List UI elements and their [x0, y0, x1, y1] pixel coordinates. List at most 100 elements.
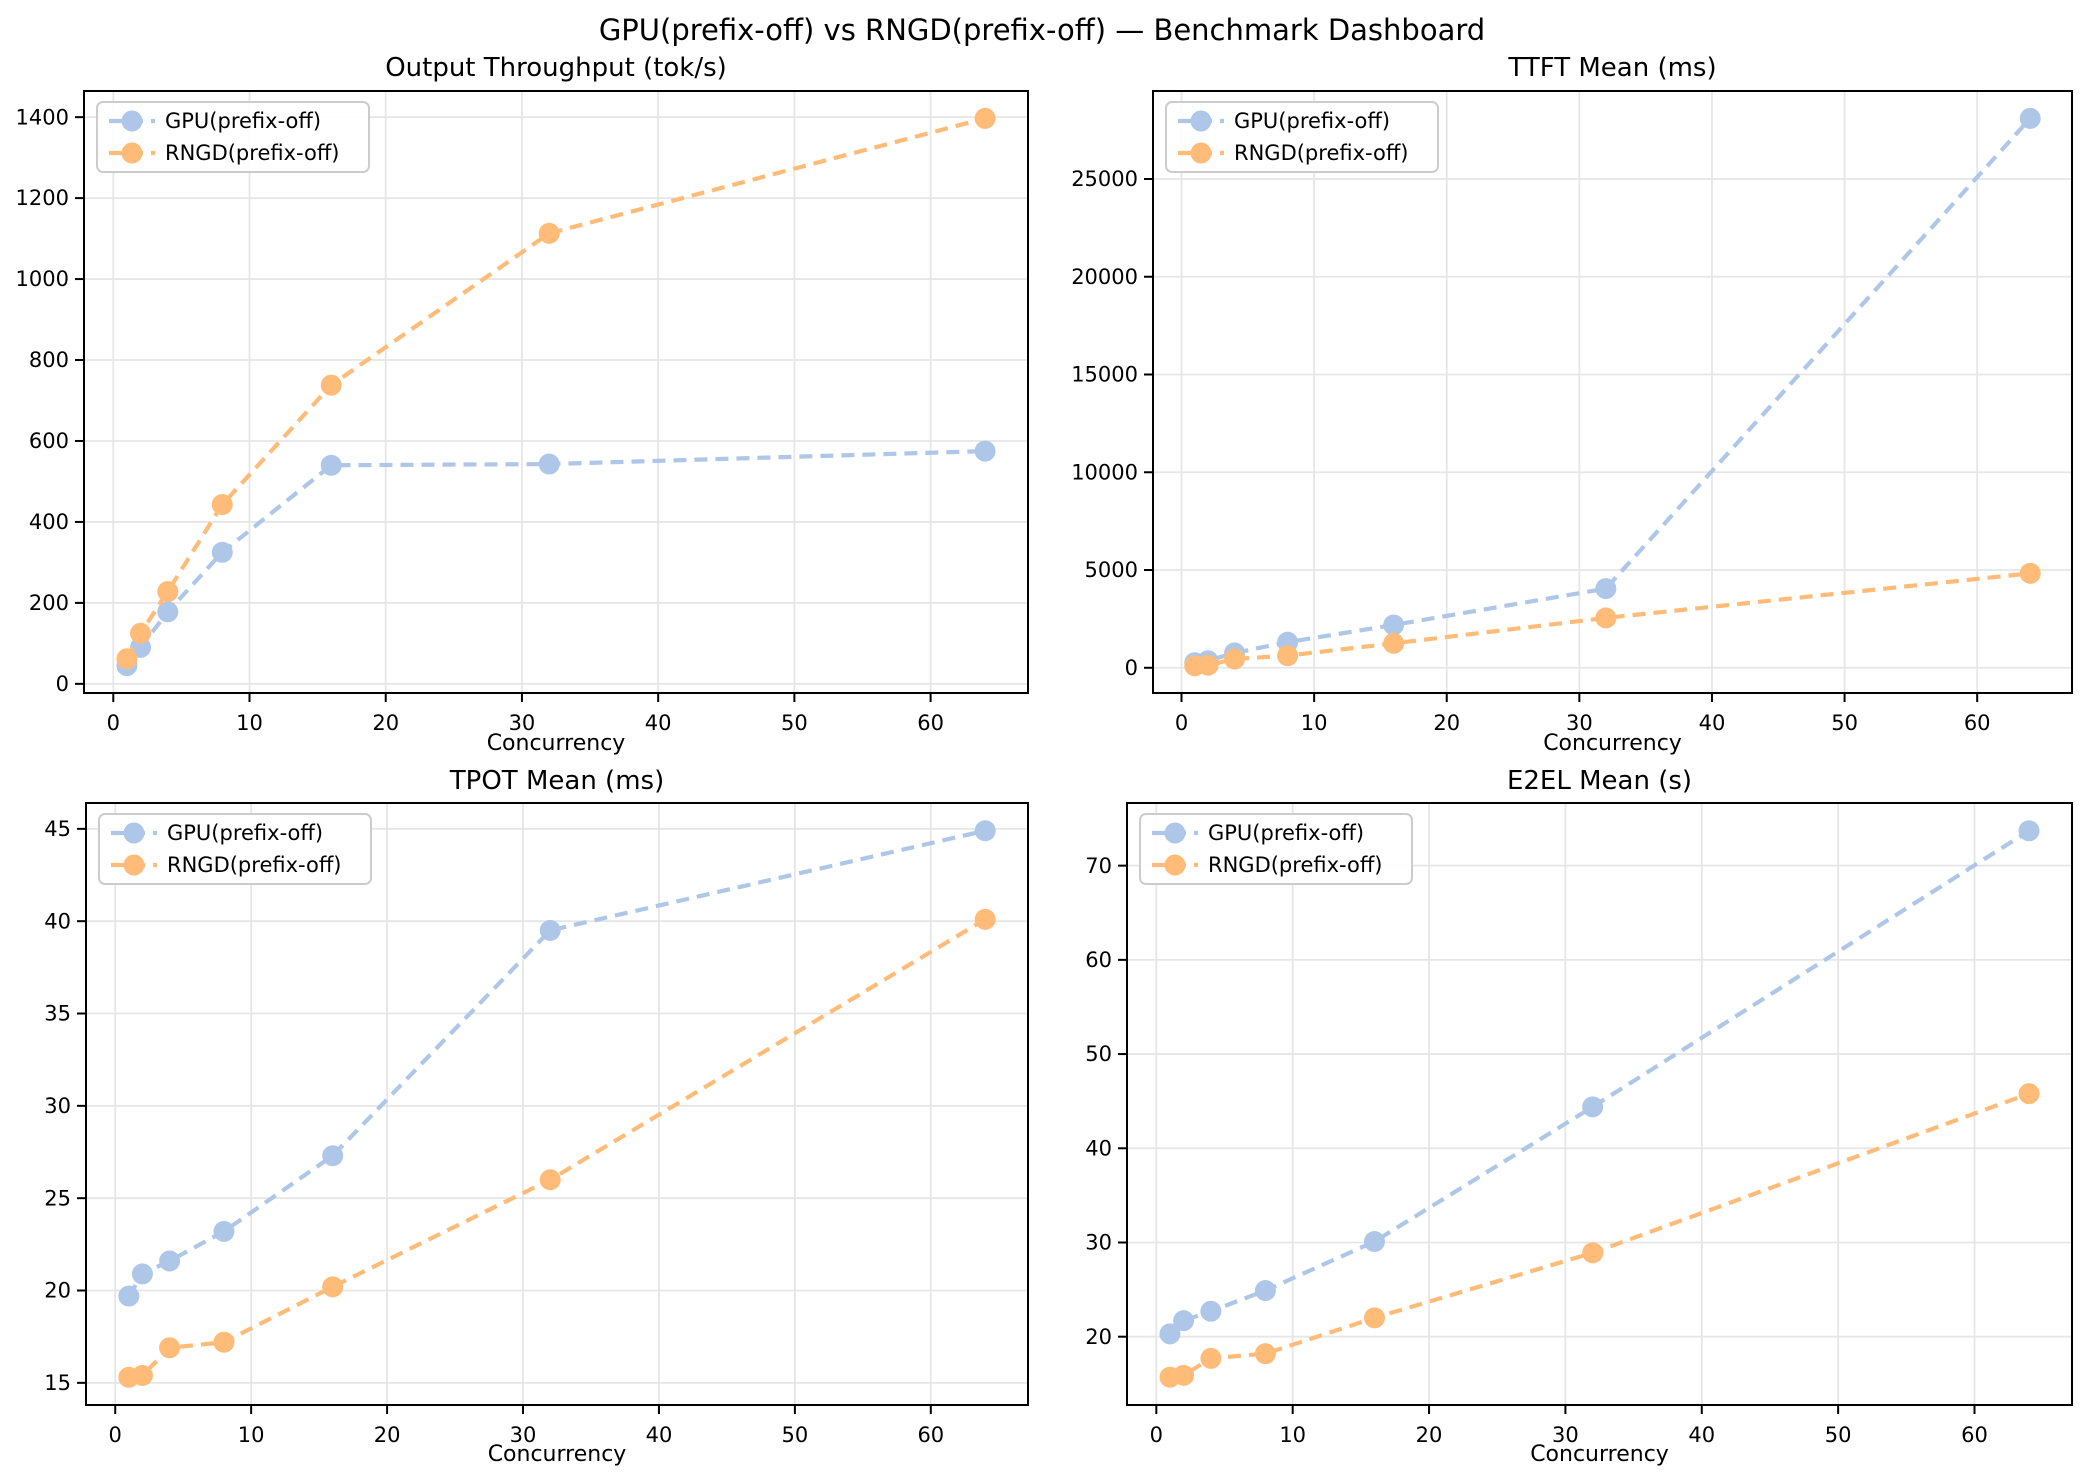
- data-point-marker: [159, 1250, 181, 1272]
- legend-label: RNGD(prefix-off): [167, 853, 342, 877]
- y-tick-label: 10000: [1071, 460, 1138, 484]
- x-tick-label: 10: [1301, 711, 1328, 735]
- data-point-marker: [538, 453, 560, 475]
- x-tick-label: 60: [917, 711, 944, 735]
- data-point-marker: [322, 1145, 344, 1167]
- x-tick-label: 30: [509, 711, 536, 735]
- data-point-marker: [2018, 820, 2040, 842]
- chart-title: TTFT Mean (ms): [1507, 53, 1716, 83]
- legend-marker: [121, 142, 143, 164]
- legend-label: RNGD(prefix-off): [1234, 141, 1409, 165]
- data-point-marker: [974, 440, 996, 462]
- data-point-marker: [320, 374, 342, 396]
- data-point-marker: [159, 1337, 181, 1359]
- legend-entry-rngd-prefix-off: RNGD(prefix-off): [109, 141, 340, 165]
- data-point-marker: [1173, 1364, 1195, 1386]
- y-tick-label: 200: [29, 591, 69, 615]
- series-gpu-prefix-off: [118, 820, 996, 1307]
- data-point-marker: [211, 541, 233, 563]
- x-tick-label: 30: [1566, 711, 1593, 735]
- x-tick-label: 10: [236, 711, 263, 735]
- y-tick-label: 60: [1085, 948, 1112, 972]
- data-point-marker: [1582, 1242, 1604, 1264]
- x-tick-label: 60: [1961, 1423, 1988, 1447]
- x-axis-label: Concurrency: [1543, 731, 1682, 756]
- data-point-marker: [131, 1263, 153, 1285]
- data-point-marker: [1173, 1310, 1195, 1332]
- data-point-marker: [1277, 645, 1299, 667]
- x-tick-label: 40: [646, 1423, 673, 1447]
- plot-frame: [85, 802, 1029, 1406]
- series-line: [125, 448, 986, 667]
- series-line: [128, 917, 987, 1380]
- legend-entry-rngd-prefix-off: RNGD(prefix-off): [1152, 853, 1383, 877]
- data-point-marker: [213, 1220, 235, 1242]
- chart-output-throughput-tok-s: 0 10 20 30 40 50 600200400600800100012001400Ou…: [16, 53, 1029, 756]
- data-point-marker: [118, 1285, 140, 1307]
- chart-title: Output Throughput (tok/s): [385, 53, 727, 83]
- x-tick-label: 40: [1699, 711, 1726, 735]
- x-tick-label: 10: [1279, 1423, 1306, 1447]
- y-tick-label: 600: [29, 429, 69, 453]
- legend-box: [98, 813, 372, 885]
- legend-box: [96, 101, 370, 173]
- y-tick-label: 15: [44, 1371, 71, 1395]
- y-tick-label: 20: [44, 1279, 71, 1303]
- x-tick-label: 60: [917, 1423, 944, 1447]
- y-tick-label: 50: [1085, 1042, 1112, 1066]
- dashboard-suptitle: GPU(prefix-off) vs RNGD(prefix-off) — Be…: [599, 13, 1485, 47]
- data-point-marker: [1200, 1347, 1222, 1369]
- y-tick-label: 35: [44, 1002, 71, 1026]
- data-point-marker: [1383, 614, 1405, 636]
- data-point-marker: [539, 1169, 561, 1191]
- y-tick-label: 0: [56, 672, 69, 696]
- x-tick-label: 50: [782, 1423, 809, 1447]
- x-tick-label: 40: [1688, 1423, 1715, 1447]
- y-tick-label: 1200: [16, 186, 69, 210]
- axes-ticks: 0 10 20 30 40 50 60 15 20 25 30 35 40 45: [44, 817, 944, 1447]
- x-axis-label: Concurrency: [487, 731, 626, 756]
- x-tick-label: 50: [1825, 1423, 1852, 1447]
- legend-entry-rngd-prefix-off: RNGD(prefix-off): [111, 853, 342, 877]
- y-tick-label: 0: [1125, 656, 1138, 680]
- legend: GPU(prefix-off) RNGD(prefix-off): [98, 813, 372, 885]
- legend-entry-rngd-prefix-off: RNGD(prefix-off): [1178, 141, 1409, 165]
- data-point-marker: [1197, 654, 1219, 676]
- series-gpu-prefix-off: [1184, 107, 2041, 674]
- y-tick-label: 1400: [16, 105, 69, 129]
- y-tick-label: 45: [44, 817, 71, 841]
- data-point-marker: [213, 1331, 235, 1353]
- data-point-marker: [1159, 1323, 1181, 1345]
- x-axis-label: Concurrency: [488, 1442, 627, 1467]
- legend-label: GPU(prefix-off): [1234, 109, 1390, 133]
- x-tick-label: 30: [1552, 1423, 1579, 1447]
- legend-entry-gpu-prefix-off: GPU(prefix-off): [109, 109, 321, 133]
- legend-box: [1139, 813, 1413, 885]
- series-rngd-prefix-off: [1159, 1083, 2040, 1388]
- series-line: [125, 116, 986, 660]
- plot-frame: [1126, 802, 2073, 1406]
- grid: [1153, 91, 2072, 693]
- data-point-marker: [539, 919, 561, 941]
- legend-marker: [1164, 854, 1186, 876]
- y-tick-label: 400: [29, 510, 69, 534]
- grid: [86, 803, 1028, 1405]
- x-tick-label: 60: [1964, 711, 1991, 735]
- data-point-marker: [1595, 578, 1617, 600]
- legend-entry-gpu-prefix-off: GPU(prefix-off): [1178, 109, 1390, 133]
- legend-label: GPU(prefix-off): [1208, 821, 1364, 845]
- data-point-marker: [2019, 562, 2041, 584]
- legend-entry-gpu-prefix-off: GPU(prefix-off): [111, 821, 323, 845]
- x-tick-label: 50: [1831, 711, 1858, 735]
- plot-frame: [83, 90, 1029, 694]
- x-tick-label: 20: [1433, 711, 1460, 735]
- legend: GPU(prefix-off) RNGD(prefix-off): [96, 101, 370, 173]
- x-tick-label: 40: [645, 711, 672, 735]
- legend-marker: [1190, 142, 1212, 164]
- data-point-marker: [2018, 1083, 2040, 1105]
- y-tick-label: 40: [1085, 1136, 1112, 1160]
- data-point-marker: [974, 908, 996, 930]
- legend-marker: [123, 822, 145, 844]
- x-tick-label: 50: [781, 711, 808, 735]
